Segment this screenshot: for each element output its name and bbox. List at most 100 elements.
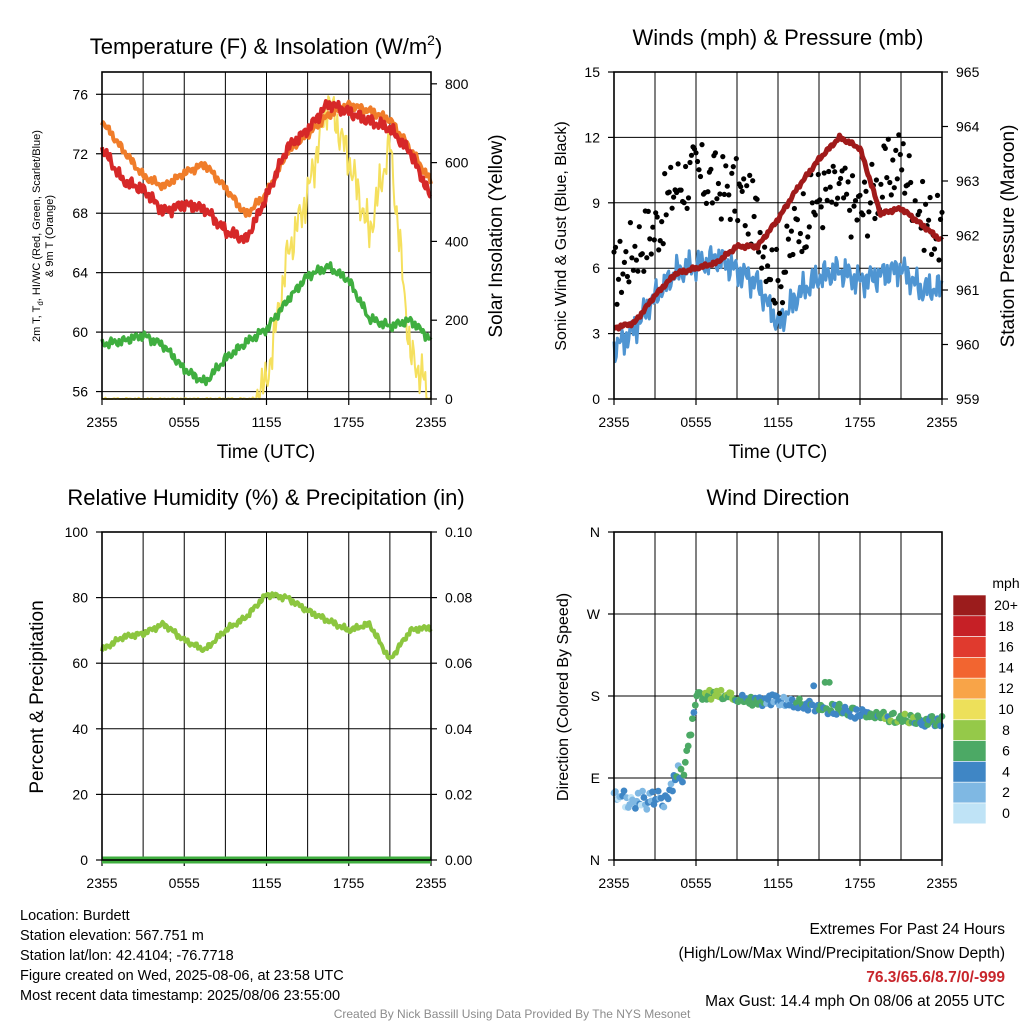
gust-point [894,176,900,182]
gust-point [648,251,654,257]
gust-point [669,205,675,211]
legend-label: 20+ [994,597,1018,613]
temperature-xtick-label: 2355 [415,414,446,430]
temperature-y2tick-label: 800 [445,76,469,92]
gust-point [799,248,805,255]
gust-point [762,244,768,250]
gust-point [921,247,927,253]
gust-point [759,265,765,271]
gust-point [832,169,838,175]
gust-point [882,145,888,151]
legend-swatch [952,657,987,679]
gust-point [697,173,704,180]
humidity-ylabel: Percent & Precipitation [27,600,48,793]
humidity-xtick-label: 2355 [415,875,446,891]
gust-point [775,277,781,284]
gust-point [851,203,857,209]
gust-point [860,212,866,218]
gust-point [818,204,824,210]
gust-point [708,166,714,172]
temperature-xtick-label: 1755 [333,414,364,430]
winds-y2tick-label: 959 [956,391,980,407]
gust-point [641,268,647,274]
gust-point [636,224,642,230]
gust-point [790,251,796,258]
gust-point [696,167,702,173]
gust-point [805,234,811,240]
gust-point [934,192,941,198]
legend-label: 0 [1002,805,1010,821]
direction-point [890,709,897,717]
gust-point [906,153,912,159]
direction-panel: Wind Direction 2355 0555 1155 1755 2355 N E S W N… [555,485,1020,891]
gust-point [666,189,672,195]
direction-ytick-label: W [587,606,601,622]
gust-point [841,195,847,201]
winds-xtick-label: 1155 [763,414,793,430]
direction-ylabel: Direction (Colored By Speed) [555,593,572,801]
winds-title: Winds (mph) & Pressure (mb) [633,25,924,50]
direction-point [825,679,833,686]
gust-point [896,132,902,138]
gust-point [931,246,938,252]
gust-point [772,300,778,306]
temperature-marks [100,95,433,400]
humidity-frame [101,531,432,861]
direction-xtick-label: 2355 [598,875,629,891]
humidity-y2tick-label: 0.06 [445,655,472,671]
gust-point [854,217,860,223]
winds-ytick-label: 15 [584,64,600,80]
gust-point [861,179,868,185]
credit-line: Created By Nick Bassill Using Data Provi… [333,1007,691,1021]
svg-text:2m T, Td, HI/WC (Red, Green, S: 2m T, Td, HI/WC (Red, Green, Scarlet/Blu… [31,130,45,342]
direction-frame [613,531,943,861]
humidity-ytick-label: 80 [72,590,88,606]
direction-point [681,758,689,766]
gust-point [890,157,896,163]
gust-point [720,154,726,160]
gust-point [809,200,815,206]
gust-point [729,170,735,176]
direction-marks [610,678,946,813]
winds-y2tick-label: 964 [956,119,980,135]
gust-point [717,191,723,197]
gust-point [626,279,632,285]
gust-point [754,196,760,202]
gust-point [760,254,766,260]
gust-point [627,220,634,226]
winds-y2tick-label: 960 [956,337,980,353]
winds-xlabel: Time (UTC) [729,442,828,463]
gust-point [867,200,874,206]
temperature-ytick-label: 60 [72,324,88,340]
gust-point [800,191,806,197]
info-location: Location: Burdett [20,908,130,924]
gust-point [723,163,729,169]
gust-point [671,194,677,200]
temperature-ytick-label: 76 [72,86,88,102]
direction-xtick-label: 1155 [763,875,793,891]
gust-point [817,197,823,203]
direction-point [835,700,843,708]
gust-point [812,212,818,218]
gust-point [902,190,908,196]
gust-point [785,236,792,242]
gust-point [644,255,650,261]
direction-point [901,710,909,718]
gust-point [639,251,645,257]
direction-ytick-label: N [590,524,600,540]
humidity-xtick-label: 2355 [86,875,117,891]
direction-point [804,706,812,714]
gust-point [663,212,669,218]
humidity-y2tick-label: 0.02 [445,786,472,802]
gust-point [887,179,893,186]
gust-point [675,161,681,167]
gust-point [660,241,666,247]
gust-point [806,224,812,230]
winds-y2tick-label: 965 [956,64,980,80]
gust-point [715,180,722,187]
gust-point [821,170,827,176]
gust-point [897,151,903,158]
gust-point [815,171,821,178]
humidity-title: Relative Humidity (%) & Precipitation (i… [67,485,464,510]
